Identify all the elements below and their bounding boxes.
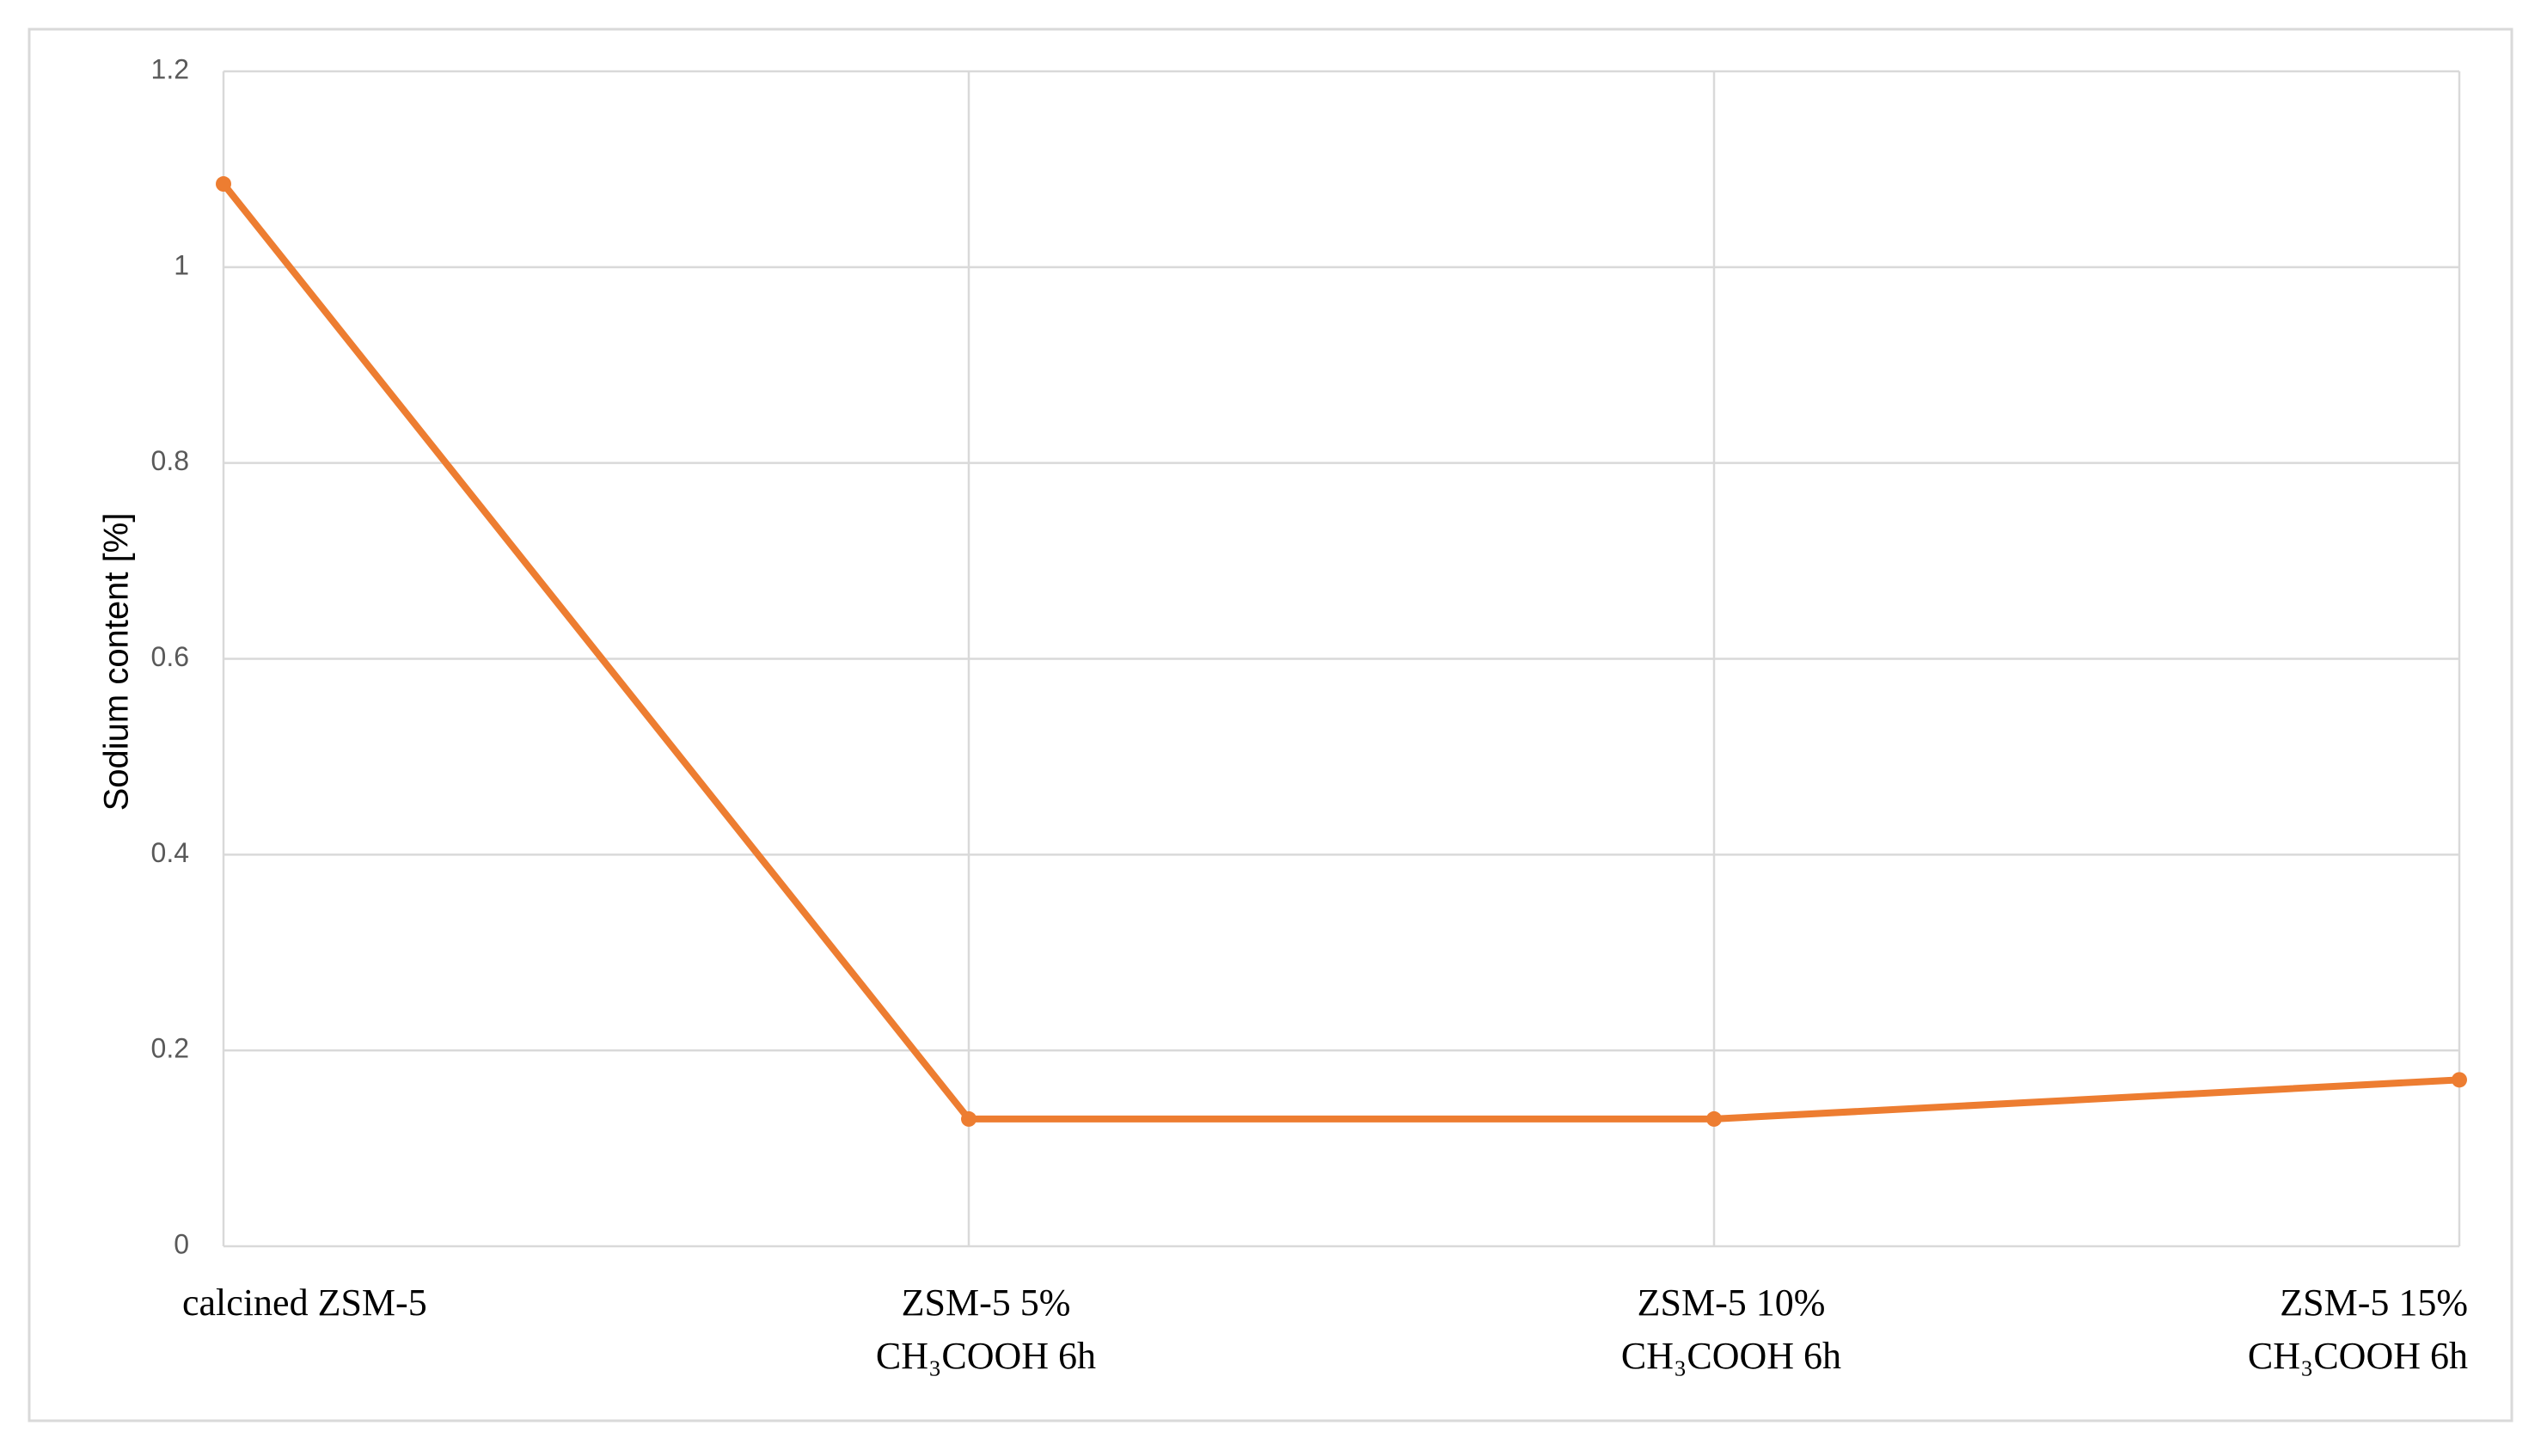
- y-tick-label: 0.2: [151, 1033, 189, 1064]
- y-tick-label: 0.8: [151, 445, 189, 476]
- y-tick-label: 1.2: [151, 53, 189, 84]
- y-tick-label: 0.6: [151, 641, 189, 672]
- x-tick-label: ZSM-5 15% CH₃COOH 6h: [2248, 1282, 2468, 1377]
- y-axis-title: Sodium content [%]: [98, 513, 136, 811]
- y-tick-label: 0.4: [151, 837, 189, 868]
- marker: [1706, 1110, 1722, 1127]
- line: [220, 181, 2460, 1123]
- x-tick-label: ZSM-5 5% CH₃COOH 6h: [876, 1282, 1096, 1377]
- marker: [2452, 1072, 2467, 1088]
- marker: [961, 1110, 977, 1127]
- y-tick-label: 1: [174, 249, 189, 280]
- y-tick-label: 0: [174, 1228, 189, 1259]
- x-tick-label: ZSM-5 10% CH₃COOH 6h: [1621, 1282, 1841, 1377]
- x-tick-label: calcined ZSM-5: [182, 1282, 427, 1324]
- chart-border: [28, 28, 2513, 1422]
- marker: [216, 176, 231, 193]
